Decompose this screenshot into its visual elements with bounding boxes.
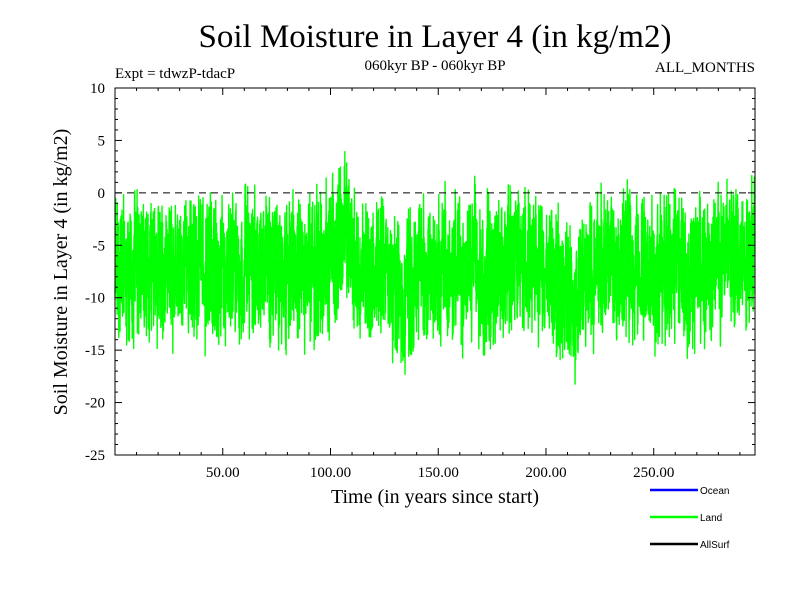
- legend-label-ocean: Ocean: [700, 486, 729, 497]
- x-tick-label: 200.00: [525, 465, 566, 481]
- y-axis: 10 5 0 -5 -10 -15 -20 -25: [85, 81, 755, 464]
- x-axis-label: Time (in years since start): [331, 486, 539, 508]
- y-tick-label: -20: [85, 396, 105, 412]
- y-axis-label: Soil Moisture in Layer 4 (in kg/m2): [50, 129, 72, 416]
- chart-title: Soil Moisture in Layer 4 (in kg/m2): [199, 19, 672, 55]
- legend-label-allsurf: AllSurf: [700, 540, 730, 551]
- y-tick-label: -5: [93, 238, 106, 254]
- x-tick-label: 100.00: [310, 465, 351, 481]
- series-layer: [114, 150, 756, 385]
- y-tick-label: -15: [85, 343, 105, 359]
- y-tick-label: 10: [90, 81, 105, 97]
- period-label: 060kyr BP - 060kyr BP: [364, 58, 505, 74]
- series-line-land: [114, 150, 756, 385]
- x-tick-label: 150.00: [418, 465, 459, 481]
- x-tick-label: 250.00: [633, 465, 674, 481]
- plot-frame: [114, 87, 756, 456]
- months-label: ALL_MONTHS: [655, 60, 755, 76]
- y-tick-label: -10: [85, 291, 105, 307]
- y-tick-label: -25: [85, 448, 105, 464]
- legend: Ocean Land AllSurf: [650, 486, 730, 551]
- y-tick-label: 0: [98, 186, 106, 202]
- x-tick-label: 50.00: [206, 465, 240, 481]
- legend-label-land: Land: [700, 513, 722, 524]
- plot-area: [114, 87, 756, 456]
- y-tick-label: 5: [98, 133, 106, 149]
- x-axis: 50.00 100.00 150.00 200.00 250.00: [136, 88, 741, 481]
- experiment-label: Expt = tdwzP-tdacP: [115, 66, 235, 82]
